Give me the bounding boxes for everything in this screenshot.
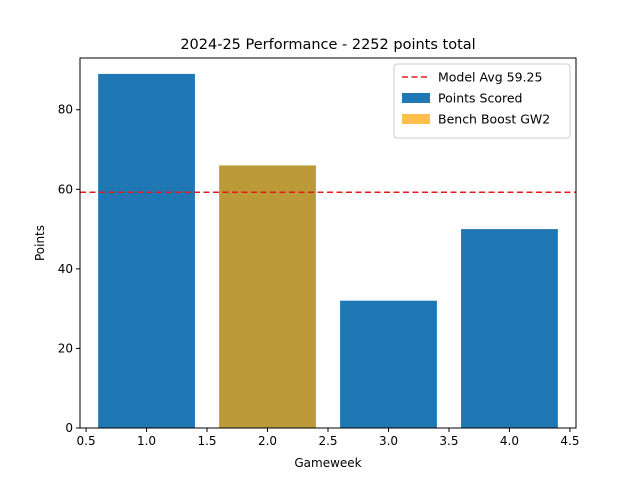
- x-tick-label: 1.0: [137, 434, 156, 448]
- bar-gameweek-1: [98, 73, 195, 429]
- y-axis-ticks: 0 20 40 60 80: [58, 103, 80, 435]
- x-tick-label: 4.5: [560, 434, 579, 448]
- x-tick-label: 4.0: [500, 434, 519, 448]
- legend-label: Bench Boost GW2: [438, 112, 550, 127]
- legend: Model Avg 59.25 Points Scored Bench Boost …: [393, 63, 571, 139]
- x-tick-label: 3.5: [439, 434, 458, 448]
- x-tick-label: 3.0: [379, 434, 398, 448]
- legend-label: Points Scored: [438, 91, 522, 106]
- legend-label: Model Avg 59.25: [438, 70, 542, 85]
- x-axis-ticks: 0.5 1.0 1.5 2.0 2.5 3.0 3.5 4.0 4.5: [77, 428, 579, 448]
- bar-gameweek-2: [219, 165, 316, 428]
- y-axis-label: Points: [33, 225, 47, 261]
- y-tick-label: 40: [58, 262, 73, 276]
- legend-swatch-patch: [402, 114, 430, 124]
- y-tick-label: 20: [58, 341, 73, 355]
- x-axis-label: Gameweek: [294, 456, 361, 470]
- x-tick-label: 1.5: [197, 434, 216, 448]
- bar-gameweek-3: [340, 300, 437, 428]
- legend-swatch-patch: [402, 93, 430, 103]
- x-tick-label: 2.5: [318, 434, 337, 448]
- chart-title: 2024-25 Performance - 2252 points total: [180, 37, 475, 53]
- bars: [98, 73, 558, 429]
- y-tick-label: 60: [58, 182, 73, 196]
- y-tick-label: 80: [58, 103, 73, 117]
- legend-box: [393, 63, 571, 139]
- x-tick-label: 0.5: [77, 434, 96, 448]
- y-tick-label: 0: [65, 421, 73, 435]
- x-tick-label: 2.0: [258, 434, 277, 448]
- bar-gameweek-4: [461, 229, 558, 428]
